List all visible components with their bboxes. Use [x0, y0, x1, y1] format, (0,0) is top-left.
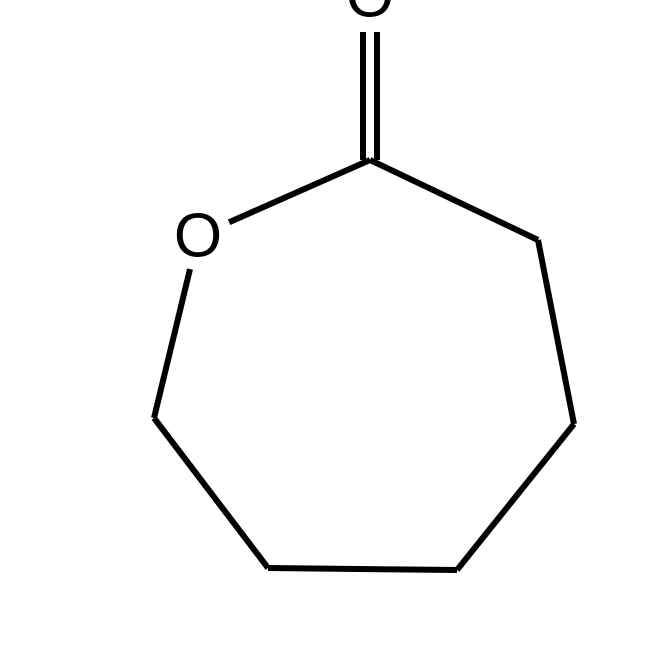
- atom-label: O: [346, 0, 394, 31]
- molecule-diagram: OO: [0, 0, 650, 650]
- atom-label: O: [174, 202, 222, 271]
